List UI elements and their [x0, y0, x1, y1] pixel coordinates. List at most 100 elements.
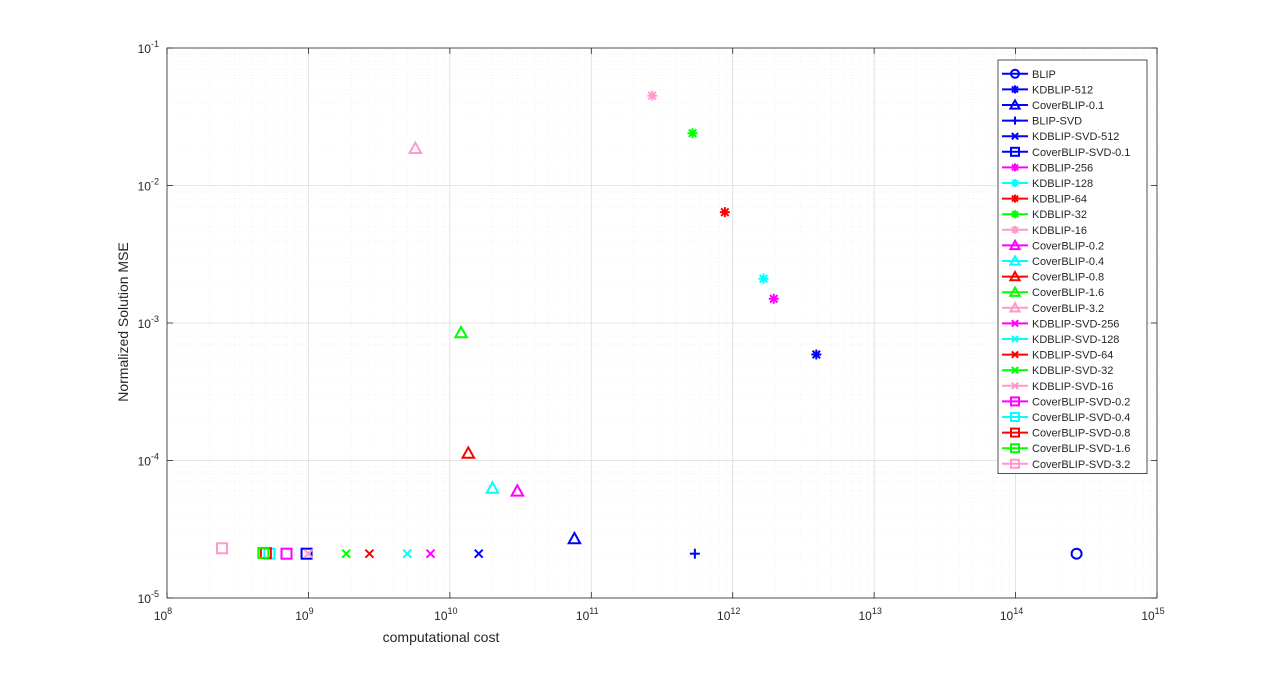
legend-label: CoverBLIP-SVD-0.4: [1032, 412, 1130, 424]
legend-marker-swatch: [1008, 238, 1022, 251]
legend-label: KDBLIP-16: [1032, 225, 1087, 237]
data-point-kdblip-svd-256: [425, 548, 436, 559]
legend-item: CoverBLIP-SVD-0.1: [1002, 146, 1130, 159]
data-points: [216, 90, 1083, 560]
legend-label: KDBLIP-64: [1032, 194, 1087, 206]
legend-marker-swatch: [1011, 163, 1019, 172]
x-tick-label: 1012: [717, 606, 740, 623]
data-point-kdblip-256: [768, 293, 779, 304]
legend-item: KDBLIP-64: [1002, 194, 1087, 206]
y-tick-label: 10-4: [138, 452, 159, 469]
data-point-kdblip-64: [719, 207, 730, 218]
legend-item: KDBLIP-SVD-128: [1002, 334, 1119, 346]
legend-item: KDBLIP-SVD-256: [1002, 318, 1119, 330]
legend-label: KDBLIP-128: [1032, 178, 1093, 190]
legend: BLIP KDBLIP-512 CoverBLIP-0.1 BLIP-SVD KDBLI…: [997, 59, 1148, 475]
legend-marker-swatch: [1008, 254, 1022, 266]
legend-label: CoverBLIP-1.6: [1032, 287, 1104, 299]
legend-marker-swatch: [1008, 301, 1022, 313]
data-point-kdblip-svd-512: [474, 548, 484, 559]
axes: 108 109 1010 1011 1012 1013 1014 1015 10-5 10-4 10…: [138, 39, 1165, 623]
data-point-kdblip-svd-128: [402, 548, 412, 559]
legend-marker-swatch: [1010, 458, 1020, 469]
legend-marker-swatch: [1011, 381, 1019, 390]
x-tick-label: 108: [154, 606, 172, 623]
legend-item: CoverBLIP-SVD-1.6: [1002, 443, 1130, 455]
legend-box: [997, 59, 1148, 475]
data-point-blip: [1070, 547, 1083, 560]
legend-item: KDBLIP-256: [1002, 162, 1093, 174]
data-point-coverblip-0-2: [509, 483, 525, 497]
legend-item: CoverBLIP-SVD-0.8: [1002, 427, 1130, 440]
legend-item: CoverBLIP-SVD-0.2: [1002, 396, 1130, 408]
data-point-coverblip-1-6: [453, 324, 469, 339]
legend-item: KDBLIP-128: [1002, 178, 1093, 190]
legend-item: KDBLIP-16: [1002, 225, 1087, 237]
legend-marker-swatch: [1011, 366, 1019, 375]
legend-marker-swatch: [1008, 98, 1022, 110]
legend-label: BLIP: [1032, 69, 1056, 81]
legend-label: CoverBLIP-3.2: [1032, 303, 1104, 315]
legend-marker-swatch: [1011, 335, 1019, 343]
y-tick-label: 10-5: [138, 589, 159, 606]
legend-label: CoverBLIP-0.4: [1032, 256, 1104, 268]
legend-marker-swatch: [1011, 85, 1019, 94]
legend-item: CoverBLIP-0.4: [1002, 254, 1104, 268]
legend-label: KDBLIP-SVD-512: [1032, 131, 1119, 143]
legend-item: KDBLIP-SVD-512: [1002, 131, 1119, 143]
x-tick-label: 109: [295, 606, 313, 623]
data-point-kdblip-512: [811, 349, 822, 360]
legend-item: CoverBLIP-SVD-0.4: [1002, 412, 1130, 424]
legend-label: KDBLIP-256: [1032, 162, 1093, 174]
y-tick-label: 10-2: [138, 177, 159, 194]
data-point-kdblip-128: [758, 273, 769, 284]
data-point-kdblip-svd-32: [341, 548, 351, 559]
legend-item: KDBLIP-512: [1002, 84, 1093, 96]
legend-label: KDBLIP-SVD-64: [1032, 350, 1113, 362]
legend-marker-swatch: [1010, 412, 1020, 422]
data-point-coverblip-svd-1-6: [257, 546, 270, 559]
legend-marker-swatch: [1011, 225, 1019, 234]
legend-label: CoverBLIP-0.8: [1032, 272, 1104, 284]
legend-marker-swatch: [1011, 116, 1019, 125]
legend-label: KDBLIP-32: [1032, 209, 1087, 221]
legend-label: KDBLIP-SVD-16: [1032, 381, 1113, 393]
legend-label: CoverBLIP-0.2: [1032, 240, 1104, 252]
data-point-coverblip-0-8: [460, 445, 476, 459]
data-point-coverblip-0-1: [566, 530, 582, 545]
legend-label: BLIP-SVD: [1032, 116, 1082, 128]
x-tick-label: 1015: [1141, 606, 1164, 623]
x-tick-label: 1011: [576, 606, 599, 623]
legend-label: CoverBLIP-SVD-0.8: [1032, 428, 1130, 440]
legend-item: CoverBLIP-3.2: [1002, 301, 1104, 315]
y-tick-label: 10-1: [138, 39, 159, 56]
legend-label: KDBLIP-SVD-256: [1032, 318, 1119, 330]
data-point-coverblip-3-2: [407, 140, 423, 155]
legend-marker-swatch: [1010, 396, 1020, 407]
legend-item: CoverBLIP-1.6: [1002, 285, 1104, 299]
legend-item: CoverBLIP-0.2: [1002, 238, 1104, 252]
data-point-coverblip-0-4: [484, 480, 500, 494]
legend-item: KDBLIP-SVD-64: [1002, 350, 1113, 362]
legend-marker-swatch: [1010, 443, 1020, 454]
y-axis-label: Normalized Solution MSE: [115, 242, 131, 402]
legend-label: CoverBLIP-0.1: [1032, 100, 1104, 112]
data-point-kdblip-svd-64: [364, 548, 375, 559]
legend-marker-swatch: [1010, 68, 1020, 79]
legend-item: CoverBLIP-0.8: [1002, 269, 1104, 284]
x-axis-label: computational cost: [383, 629, 500, 645]
legend-label: KDBLIP-512: [1032, 84, 1093, 96]
legend-item: CoverBLIP-0.1: [1002, 98, 1104, 112]
legend-marker-swatch: [1011, 350, 1019, 359]
legend-item: BLIP: [1002, 68, 1056, 81]
data-point-kdblip-16: [647, 90, 658, 101]
legend-marker-swatch: [1011, 179, 1019, 187]
legend-label: CoverBLIP-SVD-0.1: [1032, 147, 1130, 159]
legend-item: KDBLIP-32: [1002, 209, 1087, 221]
data-point-blip-svd: [689, 548, 700, 559]
data-point-coverblip-svd-3-2: [216, 542, 229, 555]
legend-item: CoverBLIP-SVD-3.2: [1002, 458, 1130, 471]
legend-label: KDBLIP-SVD-128: [1032, 334, 1119, 346]
